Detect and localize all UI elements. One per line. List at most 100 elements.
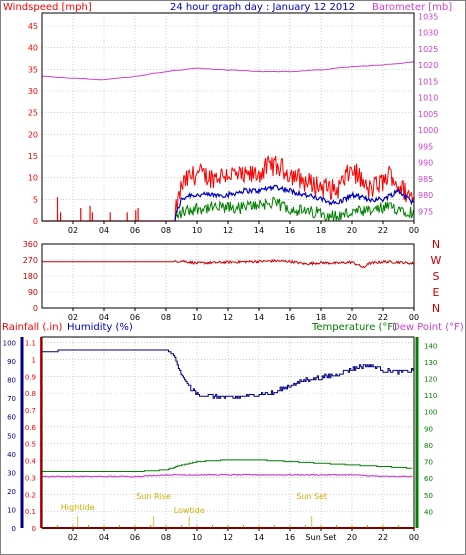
direction-tick-label: 0	[33, 304, 38, 313]
compass-label: W	[431, 254, 442, 267]
x-tick-label: 12	[223, 533, 233, 542]
humidity-line	[42, 349, 415, 399]
event-label: Sun Rise	[136, 492, 171, 501]
x-tick-label: 18	[316, 226, 326, 235]
humidity-tick-label: 30	[7, 469, 16, 477]
windspeed-tick-label: 5	[33, 195, 38, 204]
rainfall-tick-label: 0.8	[25, 390, 36, 398]
x-tick-label: 12	[223, 313, 233, 322]
x-tick-label: 22	[378, 313, 388, 322]
compass-label: E	[433, 286, 440, 299]
x-tick-label: 08	[161, 313, 171, 322]
barometer-tick-label: 1030	[418, 29, 438, 38]
barometer-tick-label: 1000	[418, 126, 438, 135]
barometer-tick-label: 1005	[418, 110, 438, 119]
barometer-tick-label: 1015	[418, 77, 438, 86]
dewpoint-axis-title: Dew Point (°F)	[392, 322, 464, 333]
rainfall-tick-label: 0.9	[25, 373, 36, 381]
x-tick-label: 08	[161, 226, 171, 235]
barometer-line	[41, 61, 415, 81]
barometer-tick-label: 995	[418, 142, 433, 151]
humidity-tick-label: 50	[7, 432, 16, 440]
humidity-axis-title: Humidity (%)	[67, 322, 133, 333]
temperature-humidity-chart: 010203040506070809010000.10.20.30.40.50.…	[3, 336, 437, 542]
temperature-tick-label: 50	[424, 492, 433, 500]
windspeed-tick-label: 10	[28, 174, 38, 183]
temperature-tick-label: 40	[424, 508, 433, 516]
x-tick-label: 04	[99, 533, 109, 542]
humidity-tick-label: 0	[12, 525, 16, 533]
x-tick-label: 02	[68, 226, 78, 235]
rainfall-tick-label: 0.7	[25, 407, 36, 415]
humidity-tick-label: 60	[7, 414, 16, 422]
temperature-tick-label: 80	[424, 442, 433, 450]
temperature-tick-label: 110	[424, 392, 437, 400]
plot-frame	[41, 243, 415, 309]
temperature-axis-title: Temperature (°F)	[311, 322, 397, 333]
barometer-tick-label: 975	[418, 207, 433, 216]
humidity-tick-label: 20	[7, 488, 16, 496]
windspeed-tick-label: 15	[28, 152, 38, 161]
x-tick-label: 00	[409, 533, 419, 542]
x-tick-label: Sun Set	[306, 533, 337, 542]
x-tick-label: 04	[99, 313, 109, 322]
x-tick-label: 20	[347, 226, 357, 235]
rainfall-tick-label: 0.5	[25, 441, 36, 449]
x-tick-label: 02	[68, 533, 78, 542]
x-tick-label: 22	[378, 226, 388, 235]
x-tick-label: 14	[254, 226, 264, 235]
windspeed-axis-title: Windspeed [mph]	[3, 2, 92, 13]
chart-title: 24 hour graph day : January 12 2012	[170, 2, 355, 13]
rainfall-tick-label: 0.1	[25, 508, 36, 516]
x-tick-label: 22	[378, 533, 388, 542]
x-tick-label: 02	[68, 313, 78, 322]
wind-direction-line	[42, 258, 414, 269]
rainfall-tick-label: 0.3	[25, 474, 36, 482]
plot-frame	[41, 336, 415, 529]
compass-label: S	[433, 270, 440, 283]
x-tick-label: 20	[347, 313, 357, 322]
windspeed-tick-label: 25	[28, 109, 38, 118]
windspeed-tick-label: 35	[28, 65, 38, 74]
humidity-tick-label: 10	[7, 506, 16, 514]
windspeed-tick-label: 45	[28, 22, 38, 31]
temperature-tick-label: 130	[424, 359, 437, 367]
windspeed-tick-label: 30	[28, 87, 38, 96]
humidity-tick-label: 100	[3, 340, 16, 348]
barometer-tick-label: 1010	[418, 94, 438, 103]
x-tick-label: 10	[192, 226, 202, 235]
x-tick-label: 08	[161, 533, 171, 542]
x-tick-label: 18	[316, 313, 326, 322]
rainfall-tick-label: 0.6	[25, 424, 37, 432]
plot-frame	[41, 12, 415, 222]
temperature-tick-label: 90	[424, 425, 433, 433]
rainfall-axis-title: Rainfall (.in)	[2, 322, 63, 333]
direction-tick-label: 180	[23, 272, 38, 281]
temperature-tick-label: 100	[424, 409, 437, 417]
direction-tick-label: 360	[23, 240, 38, 249]
barometer-tick-label: 985	[418, 175, 433, 184]
barometer-tick-label: 1035	[418, 12, 438, 21]
x-tick-label: 14	[254, 313, 264, 322]
compass-label: N	[432, 238, 440, 251]
x-tick-label: 12	[223, 226, 233, 235]
windspeed-tick-label: 20	[28, 130, 38, 139]
barometer-tick-label: 990	[418, 159, 433, 168]
humidity-tick-label: 90	[7, 358, 16, 366]
x-tick-label: 10	[192, 313, 202, 322]
event-label: Sun Set	[296, 492, 327, 501]
rainfall-tick-label: 0.4	[25, 458, 37, 466]
x-tick-label: 06	[130, 226, 140, 235]
temperature-tick-label: 60	[424, 475, 433, 483]
dewpoint-line	[41, 473, 413, 478]
x-tick-label: 10	[192, 533, 202, 542]
x-tick-label: 00	[409, 313, 419, 322]
x-tick-label: 16	[285, 313, 295, 322]
rainfall-tick-label: 0.2	[25, 491, 36, 499]
event-label: Lowtide	[174, 506, 205, 515]
wind-barometer-chart: 0510152025303540459759809859909951000100…	[28, 12, 439, 235]
compass-label: N	[432, 302, 440, 315]
